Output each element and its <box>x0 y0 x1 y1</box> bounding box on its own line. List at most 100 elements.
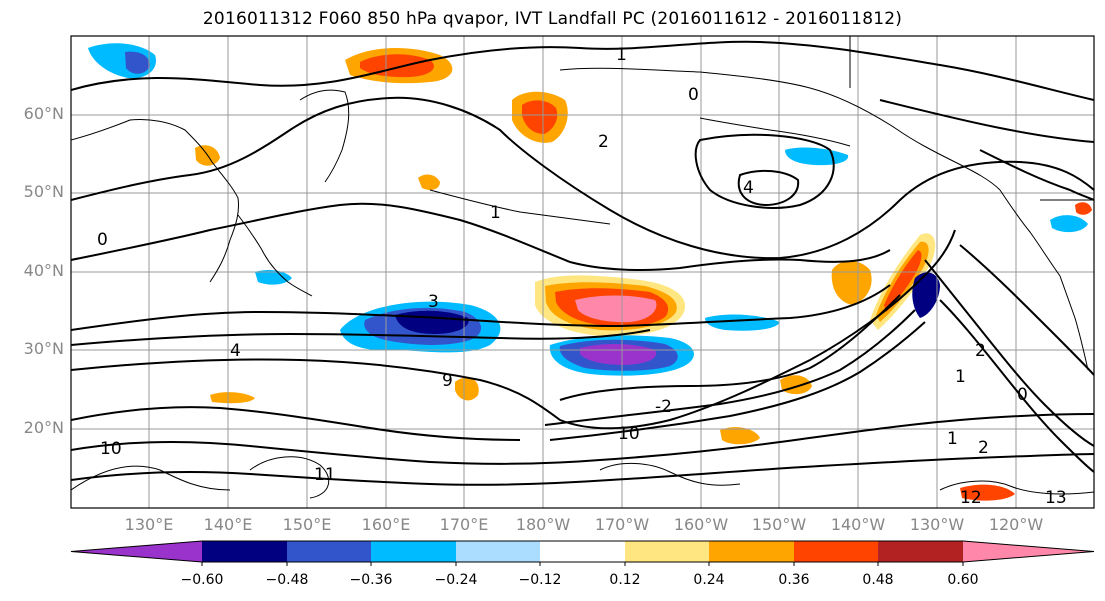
lon-label-160w: 160°W <box>673 515 729 534</box>
coastline-alaska <box>559 67 1001 191</box>
colorbar-segment <box>287 541 371 562</box>
colorbar-segment <box>371 541 456 562</box>
coastline-kamchatka <box>299 89 350 183</box>
lon-label-160e: 160°E <box>361 515 411 534</box>
contour-thin-1 <box>71 465 231 491</box>
lon-label-150w: 150°W <box>751 515 807 534</box>
positive-anomaly-sw-2 <box>455 377 479 401</box>
colorbar-tick-label: −0.36 <box>349 572 393 588</box>
colorbar-extend-low <box>71 541 202 562</box>
contour-2 <box>71 96 1094 260</box>
contour-label: 13 <box>1045 488 1067 508</box>
coastline-asia-east <box>71 119 239 283</box>
contour-label: 3 <box>428 292 439 312</box>
map-title: 2016011312 F060 850 hPa qvapor, IVT Land… <box>202 9 903 29</box>
contour-16 <box>924 259 1094 447</box>
colorbar-tick-label: −0.48 <box>265 572 309 588</box>
lat-label-50n: 50°N <box>23 182 64 201</box>
colorbar-segment <box>794 541 878 562</box>
positive-anomaly-south-1 <box>720 427 760 445</box>
contour-label: 2 <box>975 341 986 361</box>
negative-anomaly-pacific-north <box>785 147 849 166</box>
contour-15 <box>939 299 1094 473</box>
contour-label: 0 <box>1017 385 1028 405</box>
lon-label-150e: 150°E <box>282 515 332 534</box>
positive-anomaly-front-red <box>884 250 922 312</box>
colorbar-segment <box>540 541 625 562</box>
lat-label-20n: 20°N <box>23 418 64 437</box>
colorbar <box>70 540 1095 566</box>
contour-4 <box>71 284 891 331</box>
positive-anomaly-bering-core <box>522 100 558 134</box>
positive-anomaly-south-2 <box>960 484 1015 501</box>
coastlines <box>71 36 1094 371</box>
colorbar-tick-label: 0.24 <box>693 572 725 588</box>
contour-label: 2 <box>598 132 609 152</box>
contour-10 <box>544 309 916 426</box>
colorbar-tick-label: −0.24 <box>434 572 478 588</box>
coastline-aleutians <box>429 189 611 225</box>
contour-label: -2 <box>655 397 672 417</box>
negative-anomaly-e-2 <box>255 270 292 285</box>
ivt-contours-thin <box>71 456 1094 499</box>
positive-anomaly-central-peak <box>575 295 657 323</box>
contour-label: 4 <box>230 341 241 361</box>
qvapor-shading <box>88 43 1092 501</box>
contour-thin-2 <box>249 456 330 499</box>
contour-label: 12 <box>960 488 982 508</box>
contour-14 <box>71 453 1094 486</box>
coastline-bc <box>999 189 1089 371</box>
contour-label: 0 <box>97 230 108 250</box>
colorbar-segment <box>456 541 540 562</box>
negative-anomaly-far-east <box>1050 215 1088 233</box>
colorbar-tick-label: −0.12 <box>518 572 562 588</box>
contour-label: 1 <box>947 429 958 449</box>
contour-17 <box>959 244 1094 376</box>
coastline-alaska-peninsula <box>699 117 851 147</box>
contour-thin-4 <box>939 480 1094 495</box>
contour-thin-3 <box>599 462 741 486</box>
colorbar-extend-high <box>963 541 1094 562</box>
lat-label-60n: 60°N <box>23 104 64 123</box>
map-border <box>70 35 1095 509</box>
lon-label-130e: 130°E <box>124 515 174 534</box>
colorbar-tick-label: 0.36 <box>778 572 810 588</box>
contour-label: 1 <box>955 367 966 387</box>
contour-3 <box>71 202 891 271</box>
lon-label-180w: 180°W <box>515 515 571 534</box>
contour-19 <box>879 99 1094 143</box>
contour-label: 11 <box>314 465 336 485</box>
colorbar-tick-label: −0.60 <box>180 572 224 588</box>
contour-9 <box>559 294 901 401</box>
contour-label: 4 <box>743 178 754 198</box>
negative-anomaly-nw-coast <box>912 272 940 318</box>
contour-label: 1 <box>616 45 627 65</box>
contour-label: 9 <box>442 371 453 391</box>
colorbar-segment <box>202 541 287 562</box>
positive-anomaly-sw-1 <box>210 392 255 404</box>
coastline-japan <box>237 214 313 297</box>
lon-label-140w: 140°W <box>830 515 886 534</box>
contour-11 <box>549 321 926 441</box>
colorbar-tick-label: 0.48 <box>862 572 894 588</box>
colorbar-tick-label: 0.12 <box>609 572 641 588</box>
lon-label-170w: 170°W <box>594 515 650 534</box>
colorbar-segment <box>878 541 963 562</box>
lat-label-30n: 30°N <box>23 339 64 358</box>
lon-label-130w: 130°W <box>909 515 965 534</box>
contour-12 <box>71 406 521 441</box>
lat-label-40n: 40°N <box>23 261 64 280</box>
contour-7 <box>737 169 800 207</box>
contour-label: 0 <box>688 85 699 105</box>
contour-label: 2 <box>978 438 989 458</box>
contour-label: 10 <box>618 424 640 444</box>
contour-1 <box>71 40 1094 101</box>
map-plot-area: 1 0 2 4 1 3 4 0 -2 2 1 0 10 11 1 2 13 12… <box>71 36 1094 508</box>
lon-label-120w: 120°W <box>988 515 1044 534</box>
negative-anomaly-nw-core <box>125 51 150 74</box>
contour-5 <box>71 329 651 346</box>
negative-anomaly-central-core <box>580 344 657 365</box>
contour-18 <box>979 149 1094 201</box>
colorbar-tick-label: 0.60 <box>947 572 979 588</box>
